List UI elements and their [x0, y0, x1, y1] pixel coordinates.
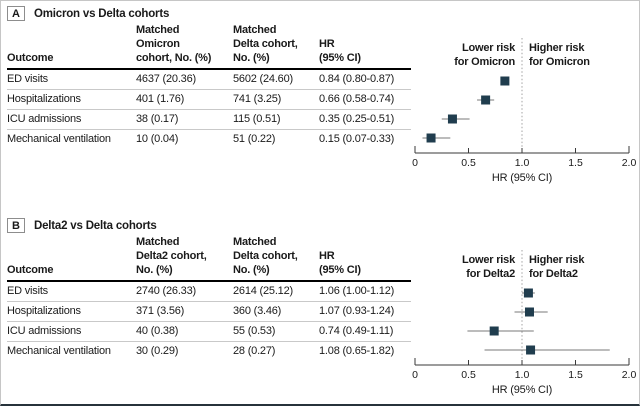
forest-plot-svg: Lower risk for Delta2 Higher risk for Delta…: [412, 250, 637, 396]
hr-cell: 0.35 (0.25-0.51): [319, 109, 411, 130]
lower-risk-label: Lower risk: [462, 254, 516, 266]
x-tick-label: 0: [412, 369, 418, 381]
column-header: HR (95% CI): [319, 24, 411, 71]
column-header: HR (95% CI): [319, 236, 411, 283]
hr-cell: 1.06 (1.00-1.12): [319, 281, 411, 303]
outcome-cell: ED visits: [7, 281, 136, 303]
outcome-cell: ICU admissions: [7, 109, 136, 130]
x-axis-title: HR (95% CI): [492, 384, 552, 396]
forest-marker: [447, 114, 457, 124]
table-header-row: Outcome Matched Omicron cohort, No. (%) Ma…: [7, 24, 411, 71]
cohort2-cell: 2614 (25.12): [233, 281, 319, 303]
outcome-cell: Mechanical ventilation: [7, 344, 111, 357]
table-row: ICU admissions 38 (0.17) 115 (0.51) 0.35 (0…: [7, 109, 411, 130]
panel-omicron-vs-delta: A Omicron vs Delta cohorts Outcome Matche…: [1, 6, 639, 202]
cohort2-cell: 360 (3.46): [233, 301, 319, 322]
column-header: Matched Omicron cohort, No. (%): [136, 24, 233, 71]
cohort-table: Outcome Matched Omicron cohort, No. (%) Ma…: [7, 24, 411, 148]
lower-risk-label: for Delta2: [466, 268, 515, 280]
panel-label: A: [7, 6, 25, 21]
table-row: Mechanical ventilation 10 (0.04) 51 (0.22)…: [7, 129, 411, 148]
lower-risk-label: Lower risk: [462, 42, 516, 54]
hr-cell: 0.15 (0.07-0.33): [319, 132, 395, 145]
x-tick-label: 2.0: [622, 369, 637, 381]
panel-delta2-vs-delta: B Delta2 vs Delta cohorts Outcome Matched…: [1, 218, 639, 414]
table-row: ED visits 4637 (20.36) 5602 (24.60) 0.84 (0…: [7, 69, 411, 91]
column-header: Matched Delta cohort, No. (%): [233, 236, 319, 283]
cohort1-cell: 4637 (20.36): [136, 69, 233, 91]
higher-risk-label: for Delta2: [529, 268, 578, 280]
cohort1-cell: 2740 (26.33): [136, 281, 233, 303]
cohort2-cell: 55 (0.53): [233, 321, 319, 342]
column-header: Outcome: [7, 236, 136, 283]
table-row: ICU admissions 40 (0.38) 55 (0.53) 0.74 (0.…: [7, 321, 411, 342]
outcome-cell: Hospitalizations: [7, 301, 136, 322]
x-tick-label: 0.5: [461, 369, 476, 381]
cohort1-cell: 30 (0.29): [136, 344, 179, 357]
cohort2-cell: 115 (0.51): [233, 109, 319, 130]
outcome-cell: Mechanical ventilation: [7, 132, 111, 145]
forest-marker: [500, 76, 510, 86]
cohort2-cell: 5602 (24.60): [233, 69, 319, 91]
table-header-row: Outcome Matched Delta2 cohort, No. (%) Mat…: [7, 236, 411, 283]
higher-risk-label: for Omicron: [529, 56, 590, 68]
cohort1-cell: 10 (0.04): [136, 132, 179, 145]
forest-marker: [481, 95, 491, 105]
outcome-cell: ED visits: [7, 69, 136, 91]
forest-marker: [526, 345, 536, 355]
cohort2-cell: 51 (0.22): [233, 132, 276, 145]
forest-marker: [489, 326, 499, 336]
higher-risk-label: Higher risk: [529, 254, 585, 266]
cohort1-cell: 38 (0.17): [136, 109, 233, 130]
panel-header: A Omicron vs Delta cohorts: [7, 6, 169, 21]
x-tick-label: 0.5: [461, 157, 476, 169]
forest-marker: [524, 307, 534, 317]
x-tick-label: 1.5: [568, 369, 583, 381]
cohort-table: Outcome Matched Delta2 cohort, No. (%) Mat…: [7, 236, 411, 360]
cohort1-cell: 40 (0.38): [136, 321, 233, 342]
cohort2-cell: 28 (0.27): [233, 344, 276, 357]
x-tick-label: 2.0: [622, 157, 637, 169]
x-tick-label: 1.0: [515, 369, 530, 381]
panel-header: B Delta2 vs Delta cohorts: [7, 218, 157, 233]
hr-cell: 0.66 (0.58-0.74): [319, 89, 411, 110]
forest-plot-svg: Lower risk for Omicron Higher risk for Omic…: [412, 38, 637, 184]
table-row: ED visits 2740 (26.33) 2614 (25.12) 1.06 (1…: [7, 281, 411, 303]
cohort1-cell: 371 (3.56): [136, 301, 233, 322]
table-row: Mechanical ventilation 30 (0.29) 28 (0.27)…: [7, 341, 411, 360]
panel-title: Delta2 vs Delta cohorts: [34, 219, 157, 232]
hr-cell: 0.84 (0.80-0.87): [319, 69, 411, 91]
column-header: Outcome: [7, 24, 136, 71]
hr-cell: 0.74 (0.49-1.11): [319, 321, 411, 342]
forest-marker: [523, 288, 533, 298]
higher-risk-label: Higher risk: [529, 42, 585, 54]
forest-marker: [426, 133, 436, 143]
lower-risk-label: for Omicron: [454, 56, 515, 68]
x-axis-title: HR (95% CI): [492, 172, 552, 184]
x-tick-label: 1.5: [568, 157, 583, 169]
table-row: Hospitalizations 371 (3.56) 360 (3.46) 1.07…: [7, 301, 411, 322]
outcome-cell: Hospitalizations: [7, 89, 136, 110]
cohort1-cell: 401 (1.76): [136, 89, 233, 110]
outcome-cell: ICU admissions: [7, 321, 136, 342]
hr-cell: 1.07 (0.93-1.24): [319, 301, 411, 322]
table-row: Hospitalizations 401 (1.76) 741 (3.25) 0.66…: [7, 89, 411, 110]
hr-cell: 1.08 (0.65-1.82): [319, 344, 395, 357]
panel-label: B: [7, 218, 25, 233]
cohort2-cell: 741 (3.25): [233, 89, 319, 110]
x-tick-label: 0: [412, 157, 418, 169]
column-header: Matched Delta cohort, No. (%): [233, 24, 319, 71]
column-header: Matched Delta2 cohort, No. (%): [136, 236, 233, 283]
panel-title: Omicron vs Delta cohorts: [34, 7, 170, 20]
x-tick-label: 1.0: [515, 157, 530, 169]
